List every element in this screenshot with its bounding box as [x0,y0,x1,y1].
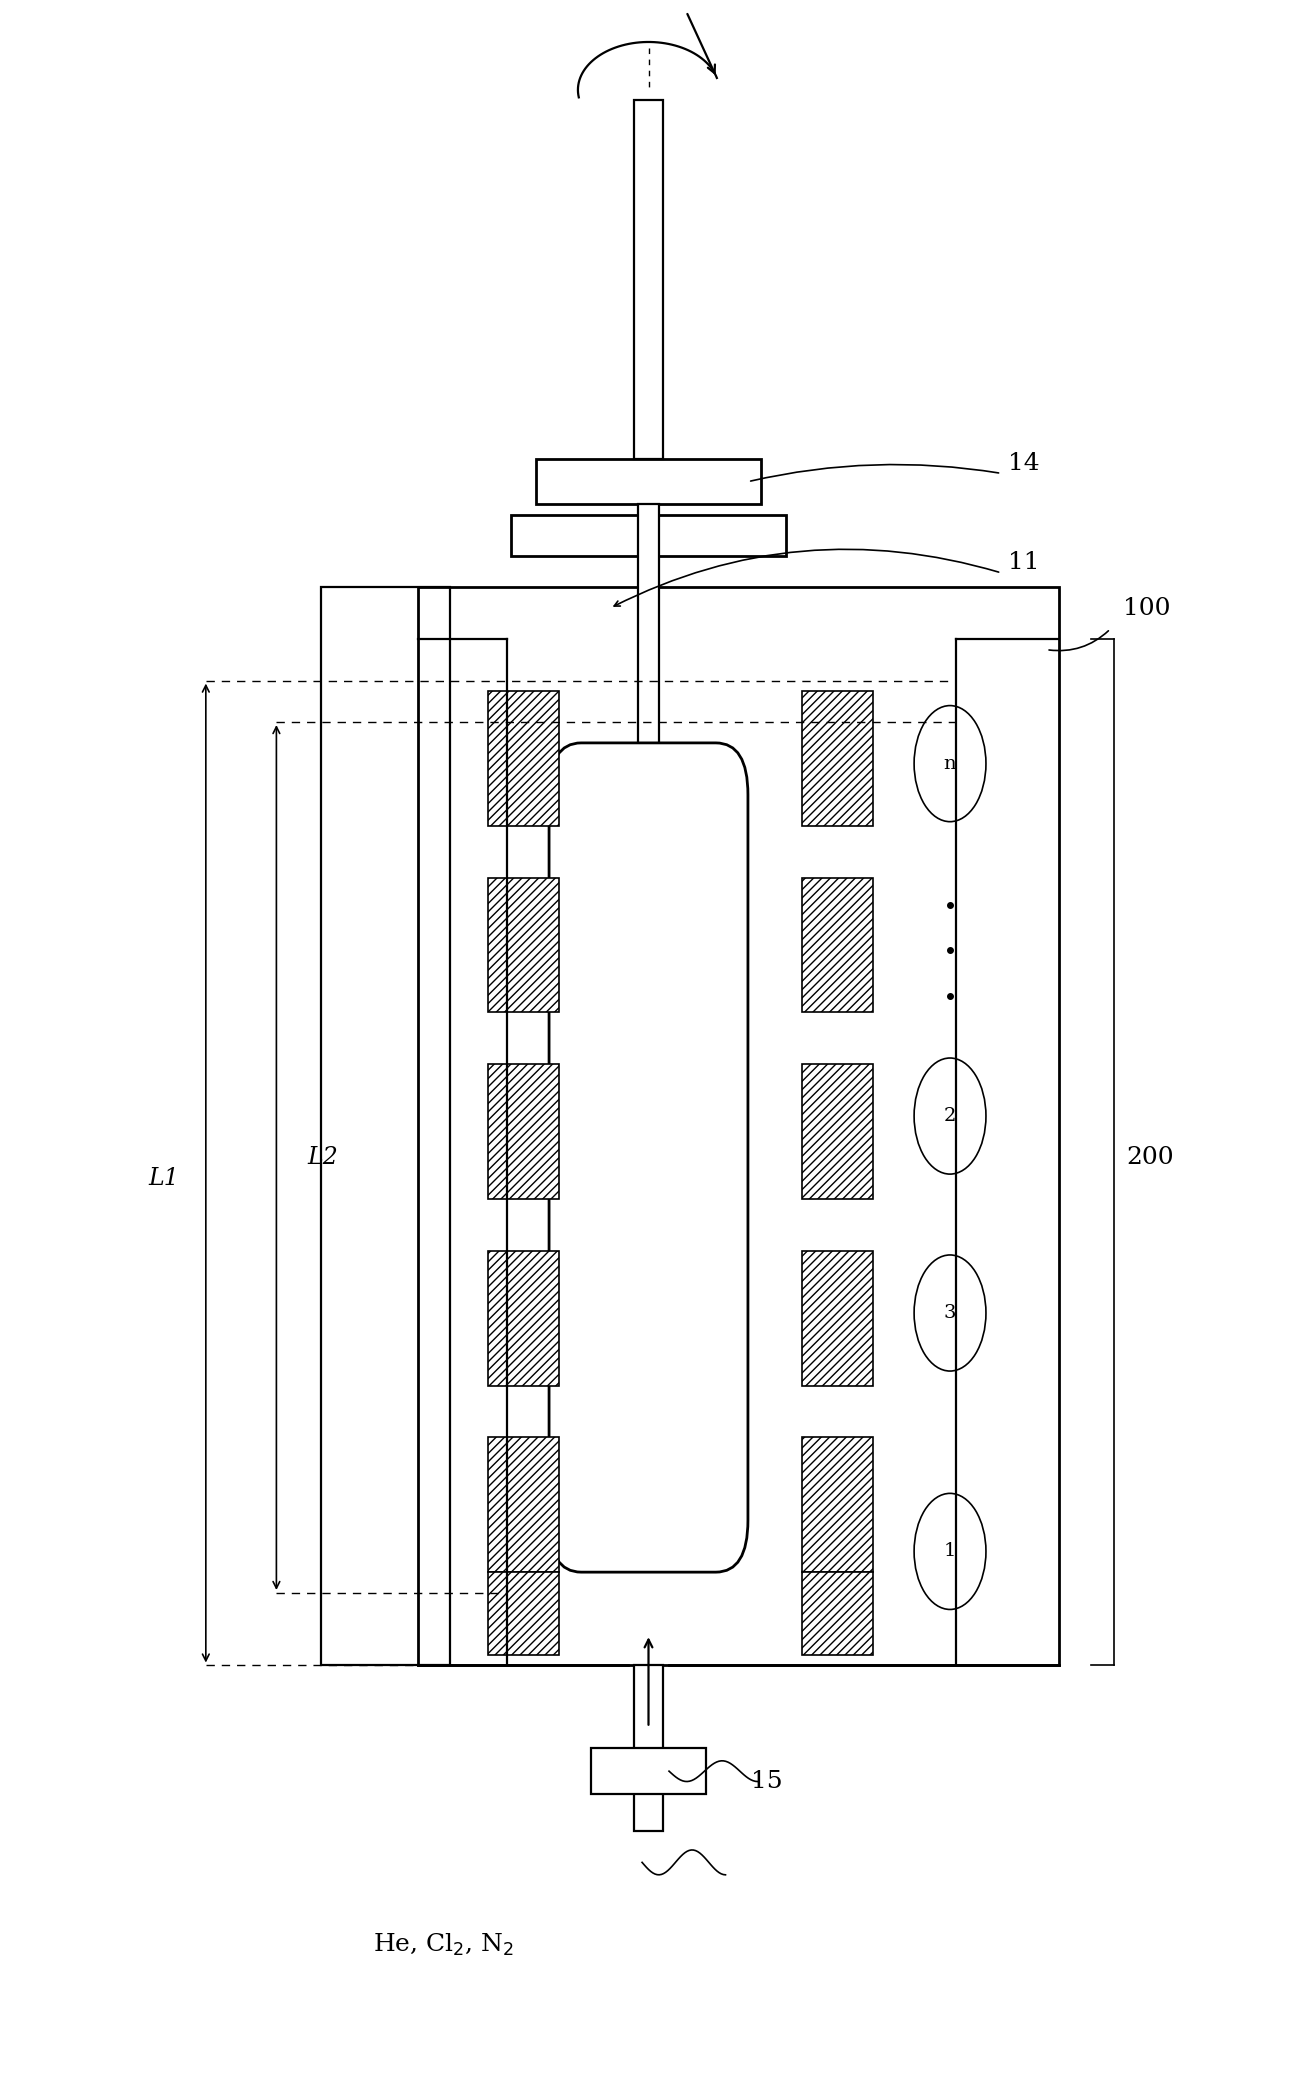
Bar [803,691,873,826]
Bar [488,1572,559,1655]
Bar [488,1250,559,1386]
Text: L1: L1 [148,1167,179,1190]
Bar [803,1250,873,1386]
FancyBboxPatch shape [549,743,748,1572]
Text: n: n [944,755,956,772]
Bar [418,586,1060,1665]
Bar [488,1438,559,1572]
Bar [488,691,559,826]
Text: He, Cl$_2$, N$_2$: He, Cl$_2$, N$_2$ [372,1933,514,1958]
Bar [511,515,786,557]
Text: 3: 3 [944,1304,956,1321]
Text: 2: 2 [944,1106,956,1125]
Bar [634,100,663,459]
Bar [536,459,761,505]
Text: L2: L2 [307,1146,339,1169]
Bar [488,879,559,1012]
Text: 200: 200 [1126,1146,1174,1169]
Bar [803,1064,873,1200]
Text: 100: 100 [1123,597,1171,620]
Bar [634,1665,663,1830]
Bar [803,1572,873,1655]
Bar [803,1438,873,1572]
Text: 11: 11 [1008,551,1039,574]
Bar [590,1749,707,1795]
Bar [322,586,450,1665]
Text: 14: 14 [1008,451,1039,474]
Text: 1: 1 [944,1542,956,1561]
Bar [488,1064,559,1200]
Bar [803,879,873,1012]
Text: 15: 15 [751,1770,783,1793]
Bar [638,505,659,897]
